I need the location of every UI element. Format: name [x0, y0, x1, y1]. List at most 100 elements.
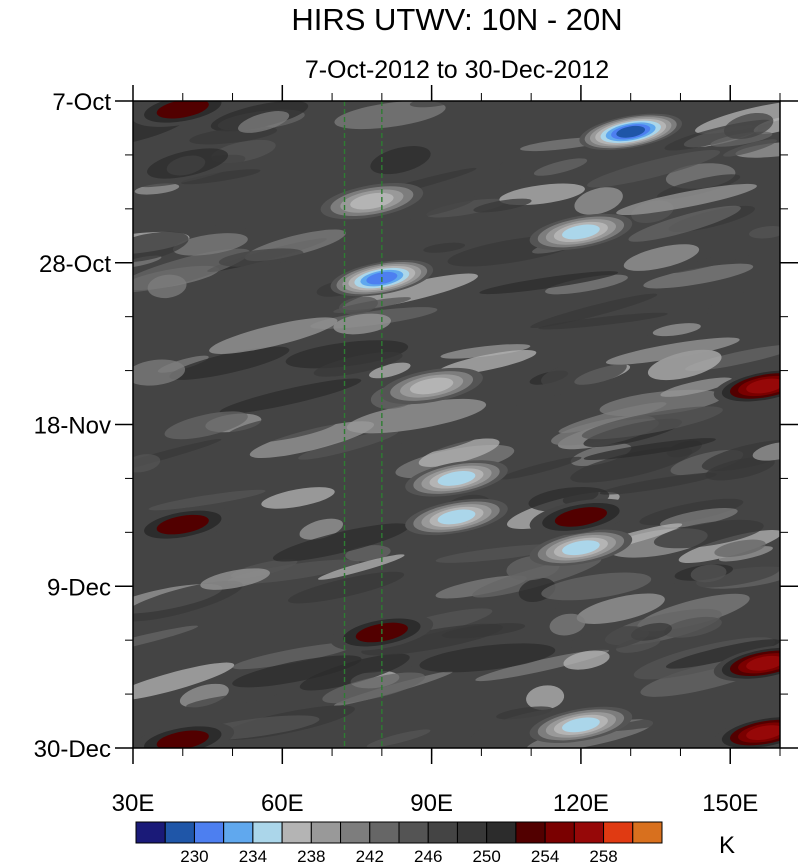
contour-feature [579, 113, 682, 150]
texture-streak [133, 662, 235, 701]
texture-streak [287, 571, 405, 604]
texture-streak [663, 616, 722, 638]
colorbar-swatch [340, 821, 371, 844]
contour-level [746, 378, 780, 394]
texture-streak [232, 642, 356, 670]
texture-streak [370, 146, 431, 175]
colorbar-tick-label: 250 [472, 847, 500, 863]
contour-feature [529, 529, 633, 566]
texture-streak [479, 271, 619, 295]
texture-streak [643, 263, 754, 289]
colorbar-swatch [544, 821, 575, 844]
texture-streak [705, 457, 775, 481]
texture-streak [186, 691, 278, 709]
texture-streak [723, 139, 777, 157]
colorbar-tick-label: 234 [239, 847, 267, 863]
contour-level [746, 655, 780, 671]
contour-feature [529, 213, 633, 251]
texture-streak [660, 377, 733, 397]
contour-level [562, 717, 600, 733]
chart-title: HIRS UTWV: 10N - 20N [291, 2, 622, 37]
plot-area [132, 100, 781, 749]
texture-streak [418, 438, 500, 467]
texture-streak [538, 312, 668, 330]
texture-streak [261, 487, 335, 509]
texture-streak [172, 233, 248, 256]
x-tick-label: 150E [702, 790, 758, 817]
texture-streak [317, 554, 405, 580]
colorbar: 230 234 238 242 246 250 254 258 [135, 821, 663, 863]
texture-streak [599, 472, 717, 495]
reference-lines [343, 101, 383, 748]
texture-streak [616, 183, 757, 216]
colorbar-swatch [515, 821, 546, 844]
contour-feature [380, 367, 483, 405]
texture-streak [432, 171, 531, 194]
colorbar-swatch [456, 821, 488, 844]
texture-streak [541, 358, 627, 389]
texture-streak [533, 158, 588, 176]
texture-streak [574, 187, 623, 215]
colorbar-swatch [223, 821, 254, 844]
texture-streak [598, 709, 730, 732]
texture-streak [209, 317, 338, 354]
texture-streak [169, 346, 290, 380]
texture-streak [285, 340, 409, 369]
texture-streak [441, 623, 526, 639]
colorbar-swatch [486, 821, 517, 844]
texture-streak [665, 639, 780, 669]
y-tick-label: 7-Oct [52, 89, 111, 116]
contour-feature [405, 460, 508, 497]
texture-streak [440, 344, 531, 359]
texture-streak [147, 274, 187, 299]
texture-streak [653, 519, 764, 549]
contour-feature [529, 706, 633, 744]
texture-streak [570, 626, 650, 652]
texture-streak [660, 507, 738, 528]
texture-streak [419, 643, 556, 673]
texture-streak [690, 564, 727, 583]
chart-subtitle: 7-Oct-2012 to 30-Dec-2012 [305, 56, 609, 84]
texture-streak [147, 148, 229, 179]
texture-streak [366, 729, 431, 748]
contour-feature [713, 367, 780, 405]
colorbar-swatch [193, 821, 225, 844]
texture-streak [545, 274, 628, 295]
contour-feature [529, 498, 633, 536]
contour-level [350, 192, 394, 210]
contour-level [156, 101, 209, 119]
texture-streak [200, 568, 270, 590]
colorbar-swatch [135, 821, 166, 844]
colorbar-tick-label: 238 [297, 847, 325, 863]
texture-streak [133, 625, 198, 658]
texture-streak [723, 112, 774, 139]
texture-streak [238, 111, 290, 133]
texture-streak [623, 244, 700, 271]
colorbar-tick-label: 254 [531, 847, 559, 863]
colorbar-swatch [252, 821, 283, 844]
colorbar-swatch [573, 821, 605, 844]
contour-level [616, 125, 646, 138]
texture-streak [368, 194, 476, 223]
texture-streak [333, 313, 391, 335]
texture-streak [313, 351, 403, 377]
texture-streak [322, 672, 426, 704]
texture-streak [581, 406, 723, 440]
texture-streak [749, 226, 780, 239]
texture-streak [133, 580, 243, 622]
texture-streak [133, 248, 251, 293]
contour-level [437, 509, 476, 525]
colorbar-tick-label: 246 [414, 847, 442, 863]
contour-level [156, 514, 209, 535]
contour-feature [133, 506, 235, 543]
texture-streak [507, 389, 644, 418]
colorbar-swatch [398, 821, 429, 844]
texture-streak [714, 539, 766, 558]
texture-streak [671, 245, 771, 273]
texture-streak [576, 593, 665, 624]
texture-streak [541, 572, 652, 601]
x-tick-label: 60E [261, 790, 304, 817]
colorbar-unit: K [719, 832, 735, 859]
colorbar-tick-label: 242 [356, 847, 384, 863]
